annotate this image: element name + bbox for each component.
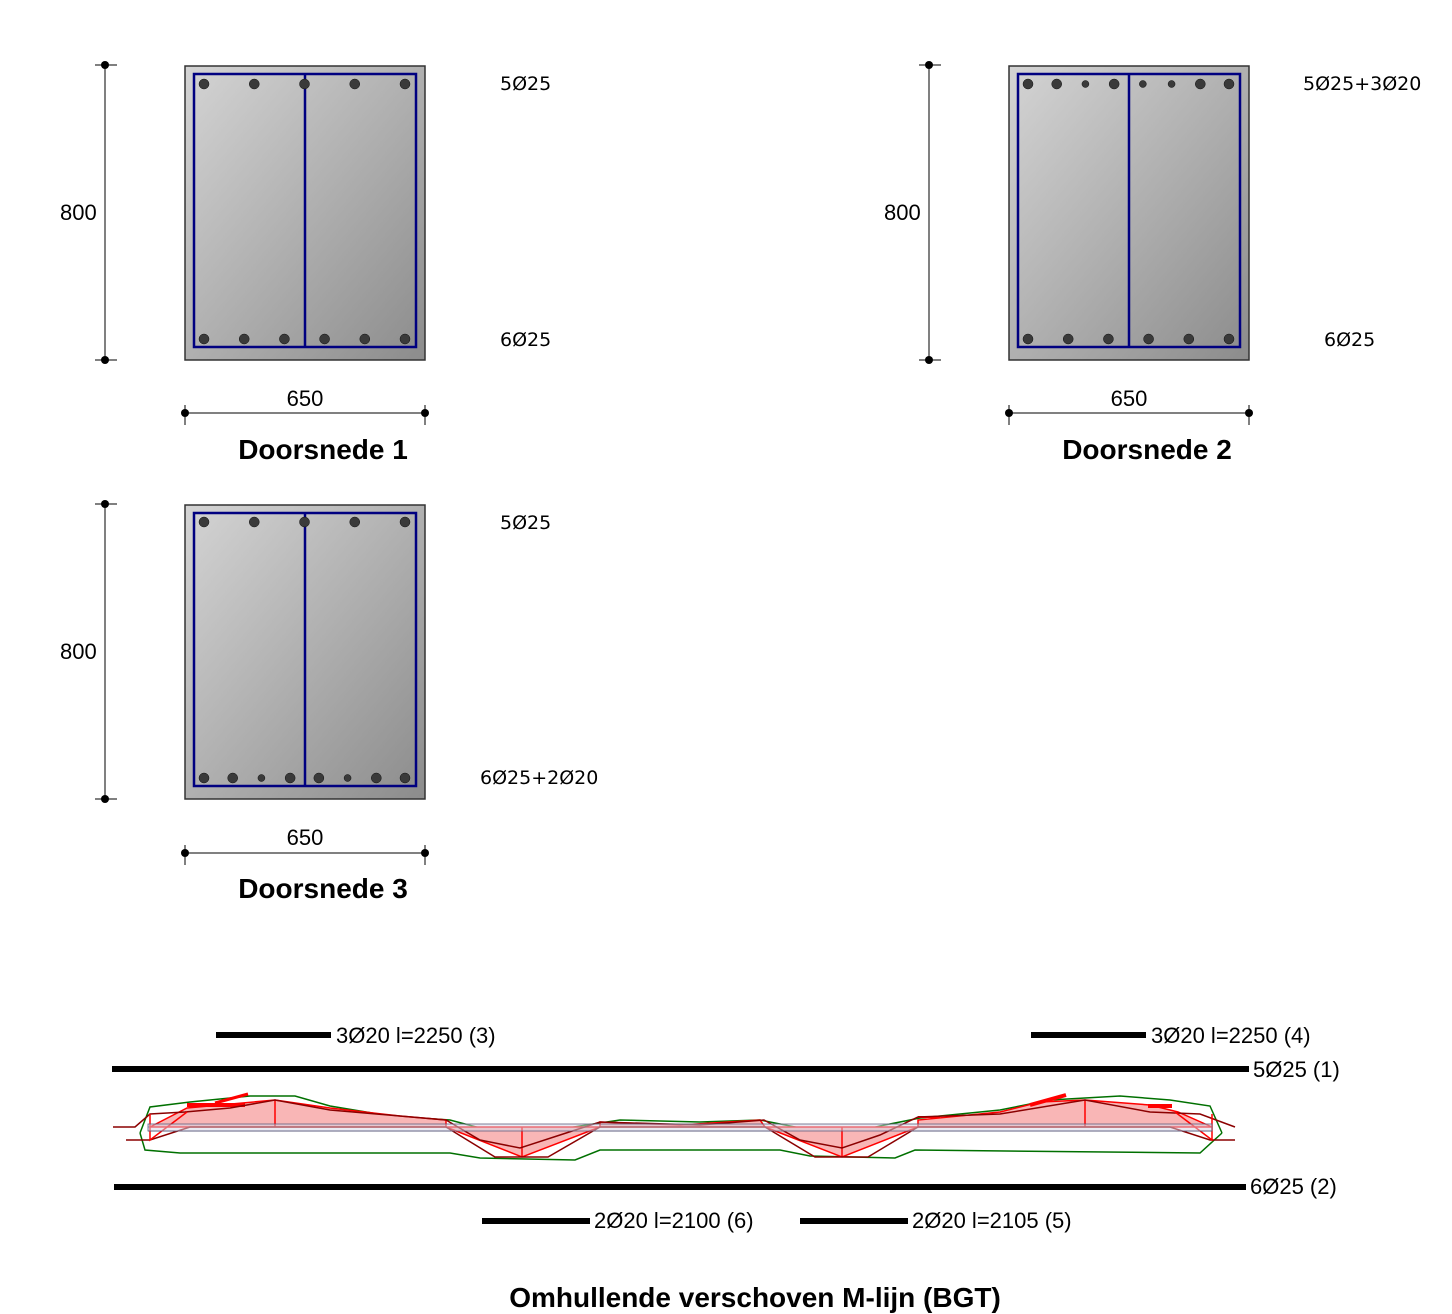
- rebar-small: [343, 774, 352, 782]
- rebar-bars: [1022, 78, 1235, 345]
- rebar-large: [359, 333, 371, 345]
- end-wedge-left: [149, 1111, 188, 1142]
- rebar-small: [1139, 80, 1147, 88]
- bottom-bars-label: 6Ø25: [1324, 329, 1375, 351]
- rebar-large: [1051, 78, 1062, 90]
- rebar-large: [399, 516, 411, 528]
- top-bars-label: 5Ø25+3Ø20: [1303, 73, 1421, 95]
- width-dimension: 650: [181, 825, 429, 865]
- rebar-large: [1022, 333, 1034, 345]
- rebar-large: [399, 333, 411, 345]
- rebar-large: [299, 516, 310, 528]
- rebar-large: [319, 333, 330, 345]
- rebar-large: [1143, 333, 1154, 345]
- rebar-label-3: 3Ø20 l=2250 (3): [336, 1023, 496, 1048]
- width-dimension: 650: [181, 386, 429, 425]
- height-label: 800: [60, 639, 97, 664]
- height-dimension: 800: [884, 61, 941, 364]
- moment-envelope: [113, 1092, 1236, 1161]
- end-wedge-right: [1174, 1111, 1213, 1142]
- rebar-large: [249, 78, 260, 90]
- rebar-large: [1223, 333, 1235, 345]
- rebar-large: [1108, 78, 1120, 90]
- rebar-large: [1022, 78, 1034, 90]
- section-title: Doorsnede 2: [1062, 434, 1232, 465]
- shifted-line-top: [113, 1099, 1236, 1149]
- rebar-large: [399, 78, 411, 90]
- section-title: Doorsnede 3: [238, 873, 408, 904]
- rebar-large: [313, 772, 325, 784]
- rebar-small: [1081, 80, 1090, 88]
- rebar-large: [249, 516, 260, 528]
- rebar-large: [238, 333, 250, 345]
- rebar-bars: [198, 78, 411, 345]
- rebar-bars: [198, 516, 411, 784]
- section-3: 800 5Ø25 6Ø25+2Ø20 650 Doorsnede 3: [60, 500, 598, 904]
- rebar-label-6: 2Ø20 l=2100 (6): [594, 1208, 754, 1233]
- rebar-large: [399, 772, 411, 784]
- rebar-large: [1062, 333, 1074, 345]
- width-label: 650: [1111, 386, 1148, 411]
- top-bars-label: 5Ø25: [500, 73, 551, 95]
- rebar-large: [349, 516, 360, 528]
- rebar-large: [299, 78, 310, 90]
- envelope-line-bottom: [139, 1132, 1223, 1161]
- bottom-bars-label: 6Ø25+2Ø20: [480, 767, 598, 789]
- rebar-large: [198, 333, 210, 345]
- rebar-label-5: 2Ø20 l=2105 (5): [912, 1208, 1072, 1233]
- rebar-label-2: 6Ø25 (2): [1250, 1174, 1337, 1199]
- rebar-large: [284, 772, 296, 784]
- rebar-layout: 3Ø20 l=2250 (3) 3Ø20 l=2250 (4) 5Ø25 (1)…: [112, 1023, 1340, 1233]
- height-dimension: 800: [60, 500, 117, 803]
- height-dimension: 800: [60, 61, 117, 364]
- rebar-small: [1167, 80, 1176, 88]
- section-title: Doorsnede 1: [238, 434, 408, 465]
- rebar-small: [257, 774, 266, 782]
- rebar-large: [279, 333, 290, 345]
- top-bars-label: 5Ø25: [500, 512, 551, 534]
- width-label: 650: [287, 825, 324, 850]
- rebar-label-4: 3Ø20 l=2250 (4): [1151, 1023, 1311, 1048]
- rebar-large: [1103, 333, 1114, 345]
- rebar-large: [371, 772, 382, 784]
- width-dimension: 650: [1005, 386, 1253, 425]
- bottom-bars-label: 6Ø25: [500, 329, 551, 351]
- height-label: 800: [884, 200, 921, 225]
- rebar-large: [198, 772, 210, 784]
- rebar-label-1: 5Ø25 (1): [1253, 1057, 1340, 1082]
- section-2: 800 5Ø25+3Ø20 6Ø25 650 Doorsnede 2: [884, 61, 1421, 465]
- width-label: 650: [287, 386, 324, 411]
- diagram-title: Omhullende verschoven M-lijn (BGT): [509, 1282, 1001, 1313]
- rebar-large: [1195, 78, 1206, 90]
- rebar-large: [227, 772, 238, 784]
- rebar-large: [198, 78, 210, 90]
- height-label: 800: [60, 200, 97, 225]
- rebar-large: [349, 78, 360, 90]
- envelope-line: [139, 1095, 1223, 1137]
- beam: [147, 1123, 1213, 1132]
- rebar-large: [1223, 78, 1235, 90]
- rebar-large: [1183, 333, 1195, 345]
- section-1: 800 5Ø25 6Ø25 650 Doorsnede 1: [60, 61, 551, 465]
- rebar-large: [198, 516, 210, 528]
